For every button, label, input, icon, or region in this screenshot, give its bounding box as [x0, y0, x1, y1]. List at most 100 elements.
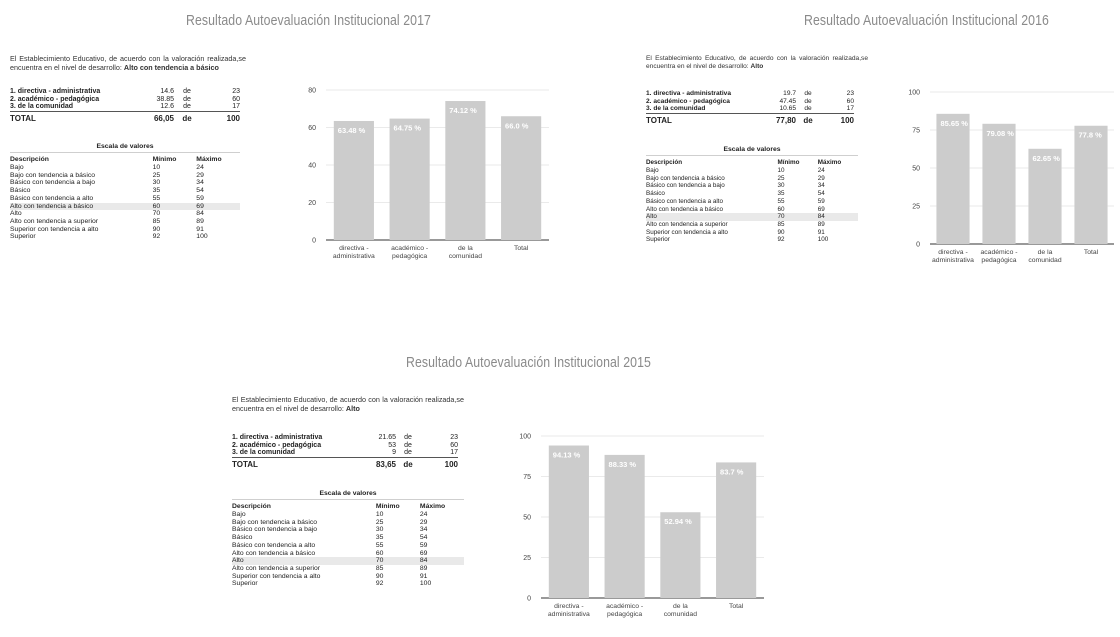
y-tick-label: 75 — [912, 128, 920, 135]
scale-cell: Alto con tendencia a básico — [646, 205, 724, 213]
scale-cell: 70 — [375, 557, 420, 565]
scale-header: Mínimo — [152, 156, 177, 163]
intro-sentence: El Establecimiento Educativo, de acuerdo… — [646, 55, 868, 71]
scale-row: Bajo 10 24 — [10, 164, 240, 172]
bar — [333, 120, 374, 240]
scale-cell: 91 — [196, 225, 204, 233]
panel-title: Resultado Autoevaluación Institucional 2… — [804, 12, 1049, 29]
de-label: de — [183, 95, 191, 103]
scale-cell: 92 — [152, 233, 161, 241]
scale-cell: 70 — [152, 210, 161, 218]
scale-row: Básico con tendencia a bajo 30 34 — [646, 182, 858, 190]
score-row: 1. directiva - administrativa 14.6 de 23 — [10, 88, 240, 96]
score-row: 3. de la comunidad 10.65 de 17 — [646, 105, 854, 114]
dimension-max: 23 — [232, 88, 240, 95]
dimension-max: 60 — [846, 97, 854, 105]
x-tick-label: administrativa — [333, 253, 375, 260]
x-tick-label: pedagógica — [392, 253, 427, 260]
scale-cell: Básico con tendencia a bajo — [232, 526, 318, 534]
scale-row: Superior 92 100 — [232, 580, 464, 588]
scale-cell: Superior — [646, 236, 670, 244]
scale-cell: Alto con tendencia a superior — [10, 217, 99, 225]
panel-title: Resultado Autoevaluación Institucional 2… — [406, 354, 651, 371]
scale-header: Mínimo — [375, 503, 400, 510]
dimension-name: 1. directiva - administrativa — [10, 88, 101, 95]
dimension-max: 60 — [232, 95, 240, 103]
scale-row: Alto con tendencia a básico 60 69 — [10, 202, 240, 211]
intro-sentence: El Establecimiento Educativo, de acuerdo… — [232, 395, 464, 413]
x-tick-label: académico - — [606, 603, 643, 610]
de-label: de — [183, 88, 191, 95]
scale-cell: Alto — [10, 210, 22, 218]
score-table: 1. directiva - administrativa 19.7 de 23… — [646, 90, 854, 126]
y-tick-label: 100 — [908, 90, 920, 97]
scale-row: Bajo con tendencia a básico 25 29 — [10, 172, 240, 180]
scale-cell: 85 — [375, 564, 384, 572]
scale-cell: 54 — [196, 187, 204, 195]
x-tick-label: académico - — [980, 249, 1017, 256]
scale-cell: Básico — [232, 534, 253, 542]
de-label: de — [804, 90, 812, 97]
dimension-value: 10.65 — [764, 105, 796, 114]
y-tick-label: 0 — [916, 242, 920, 249]
scale-cell: 84 — [817, 213, 858, 221]
total-value: 77,80 — [775, 115, 796, 125]
scale-cell: Bajo con tendencia a básico — [10, 171, 96, 179]
dimension-name: 1. directiva - administrativa — [232, 434, 323, 441]
scale-row: Bajo 10 24 — [232, 511, 464, 519]
y-tick-label: 75 — [523, 474, 531, 481]
scale-row: Superior 92 100 — [10, 233, 240, 241]
level-value: Alto con tendencia a básico — [123, 62, 219, 72]
x-tick-label: Total — [1084, 249, 1099, 256]
scale-cell: 100 — [196, 233, 208, 241]
scale-cell: 84 — [419, 557, 464, 565]
scale-cell: 69 — [419, 549, 428, 557]
scale-cell: Básico — [646, 190, 665, 198]
dimension-name: 2. académico - pedagógica — [10, 95, 100, 103]
dimension-value: 9 — [358, 449, 396, 458]
dimension-max: 17 — [420, 449, 458, 458]
scale-cell: 55 — [152, 194, 161, 202]
score-row: 3. de la comunidad 9 de 17 — [232, 449, 458, 458]
scale-cell: Alto — [232, 557, 376, 565]
scale-cell: Básico con tendencia a alto — [232, 541, 316, 549]
x-tick-label: de la — [1038, 249, 1053, 256]
scale-cell: 10 — [152, 164, 161, 171]
scale-row: Básico con tendencia a bajo 30 34 — [232, 526, 464, 534]
x-tick-label: comunidad — [449, 253, 482, 260]
bar — [1074, 125, 1108, 244]
y-tick-label: 50 — [912, 166, 920, 173]
scale-row: Básico con tendencia a alto 55 59 — [10, 195, 240, 203]
dimension-value: 19.7 — [783, 90, 796, 97]
scale-row: Alto 70 84 — [232, 557, 464, 565]
scale-cell: Alto con tendencia a superior — [646, 220, 728, 228]
scale-row: Básico 35 54 — [10, 187, 240, 195]
scale-row: Alto con tendencia a básico 60 69 — [646, 206, 858, 214]
bar-data-label: 63.48 % — [338, 126, 366, 135]
dimension-value: 14.6 — [160, 88, 174, 95]
scale-cell: Superior — [10, 233, 36, 241]
x-tick-label: directiva - — [554, 603, 583, 610]
total-value: 66,05 — [153, 113, 174, 123]
scale-row: Alto con tendencia a superior 85 89 — [232, 565, 464, 573]
scale-row: Superior 92 100 — [646, 236, 858, 244]
scale-row: Básico 35 54 — [646, 190, 858, 198]
dimension-max: 23 — [450, 434, 458, 441]
scale-cell: Alto con tendencia a básico — [10, 202, 153, 211]
dimension-name: 2. académico - pedagógica — [646, 97, 730, 105]
intro-text: El Establecimiento Educativo, de acuerdo… — [646, 55, 868, 71]
scale-header: Descripción — [232, 503, 271, 510]
dimension-name: 3. de la comunidad — [646, 105, 764, 114]
bar-data-label: 66.0 % — [505, 121, 529, 130]
bar — [936, 113, 970, 244]
scale-header-row: Descripción Mínimo Máximo — [232, 502, 464, 511]
de-label: de — [804, 97, 812, 105]
scale-cell: 30 — [777, 182, 785, 190]
scale-row: Básico con tendencia a alto 55 59 — [646, 198, 858, 206]
de-label: de — [404, 441, 412, 449]
bar — [389, 118, 430, 240]
scale-cell: 29 — [419, 518, 428, 526]
y-tick-label: 100 — [519, 434, 531, 441]
scale-cell: 24 — [196, 164, 204, 171]
scale-cell: 85 — [777, 220, 785, 228]
